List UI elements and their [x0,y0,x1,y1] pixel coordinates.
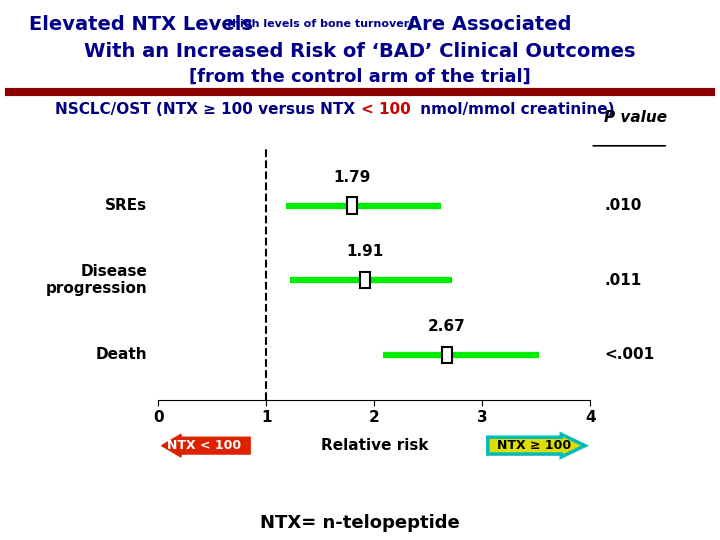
Text: .010: .010 [604,198,642,213]
Bar [442,347,451,363]
Text: NTX= n-telopeptide: NTX= n-telopeptide [260,514,460,532]
Text: P value: P value [604,110,667,125]
Text: < 100: < 100 [361,102,411,117]
FancyArrow shape [162,434,251,457]
FancyArrow shape [488,434,585,457]
Text: NTX < 100: NTX < 100 [167,439,240,452]
Text: Disease
progression: Disease progression [45,264,148,296]
Text: 2.67: 2.67 [428,319,466,334]
Text: 1.91: 1.91 [346,244,383,259]
Text: With an Increased Risk of ‘BAD’ Clinical Outcomes: With an Increased Risk of ‘BAD’ Clinical… [84,42,636,61]
Text: (high levels of bone turnover): (high levels of bone turnover) [227,19,414,29]
Text: NTX ≥ 100: NTX ≥ 100 [498,439,571,452]
Text: <.001: <.001 [604,347,654,362]
Text: SREs: SREs [105,198,148,213]
Text: nmol/mmol creatinine): nmol/mmol creatinine) [415,102,614,117]
Text: Relative risk: Relative risk [320,438,428,453]
Text: NSCLC/OST (NTX ≥ 100 versus NTX: NSCLC/OST (NTX ≥ 100 versus NTX [55,102,360,117]
Bar [347,197,356,214]
Text: Are Associated: Are Associated [407,15,571,34]
Text: 1.79: 1.79 [333,170,370,185]
Text: Elevated NTX Levels: Elevated NTX Levels [29,15,259,34]
Bar [360,272,369,288]
Text: Death: Death [96,347,148,362]
Text: .011: .011 [604,273,642,288]
Text: [from the control arm of the trial]: [from the control arm of the trial] [189,68,531,86]
